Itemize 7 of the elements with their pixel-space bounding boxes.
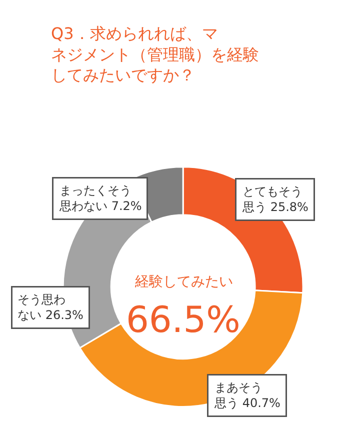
slice-label: まあそう思う 40.7% [214, 380, 280, 410]
slice-label: そう思わない 26.3% [18, 292, 84, 322]
text: 66.5% [126, 300, 240, 341]
slice-label: とてもそう思う 25.8% [242, 184, 308, 214]
slice-label: まったくそう思わない 7.2% [58, 184, 142, 214]
text: 経験してみたい [134, 274, 233, 290]
chart-title: Q3．求められれば、マネジメント（管理職）を経験してみたいですか？ [51, 24, 259, 85]
